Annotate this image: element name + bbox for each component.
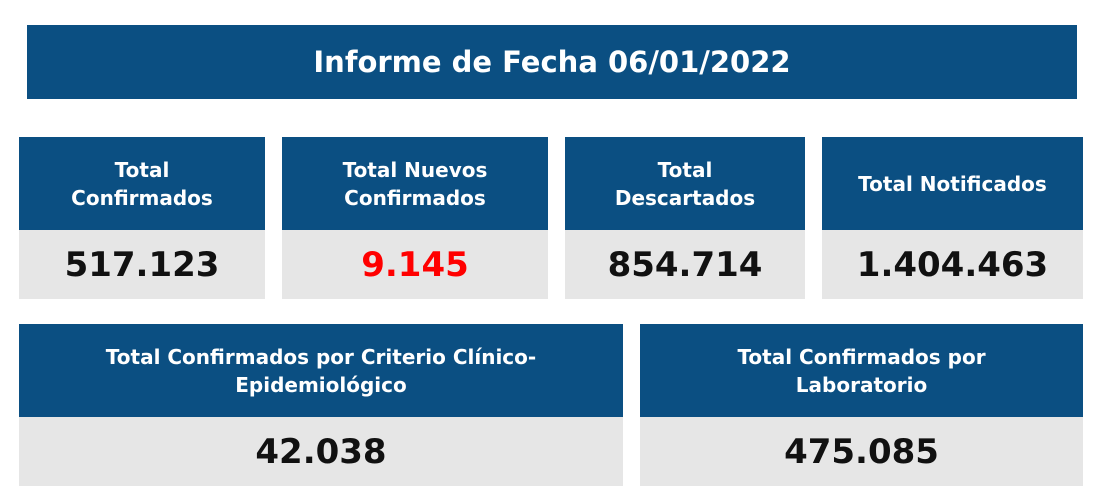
card-total-confirmados: Total Confirmados 517.123 <box>19 137 265 299</box>
card-label: Total Confirmados <box>19 137 265 230</box>
card-value: 1.404.463 <box>822 230 1083 299</box>
card-label: Total Nuevos Confirmados <box>282 137 548 230</box>
card-value: 42.038 <box>19 417 623 486</box>
card-label: Total Confirmados por Laboratorio <box>640 324 1083 417</box>
report-title-banner: Informe de Fecha 06/01/2022 <box>27 25 1077 99</box>
card-total-descartados: Total Descartados 854.714 <box>565 137 805 299</box>
card-total-notificados: Total Notificados 1.404.463 <box>822 137 1083 299</box>
card-value: 854.714 <box>565 230 805 299</box>
card-total-confirmados-laboratorio: Total Confirmados por Laboratorio 475.08… <box>640 324 1083 486</box>
card-total-nuevos-confirmados: Total Nuevos Confirmados 9.145 <box>282 137 548 299</box>
card-label: Total Notificados <box>822 137 1083 230</box>
report-title: Informe de Fecha 06/01/2022 <box>313 45 791 79</box>
card-value: 517.123 <box>19 230 265 299</box>
card-label: Total Descartados <box>565 137 805 230</box>
card-total-confirmados-criterio-clinico: Total Confirmados por Criterio Clínico-E… <box>19 324 623 486</box>
card-value: 9.145 <box>282 230 548 299</box>
card-label: Total Confirmados por Criterio Clínico-E… <box>19 324 623 417</box>
card-value: 475.085 <box>640 417 1083 486</box>
